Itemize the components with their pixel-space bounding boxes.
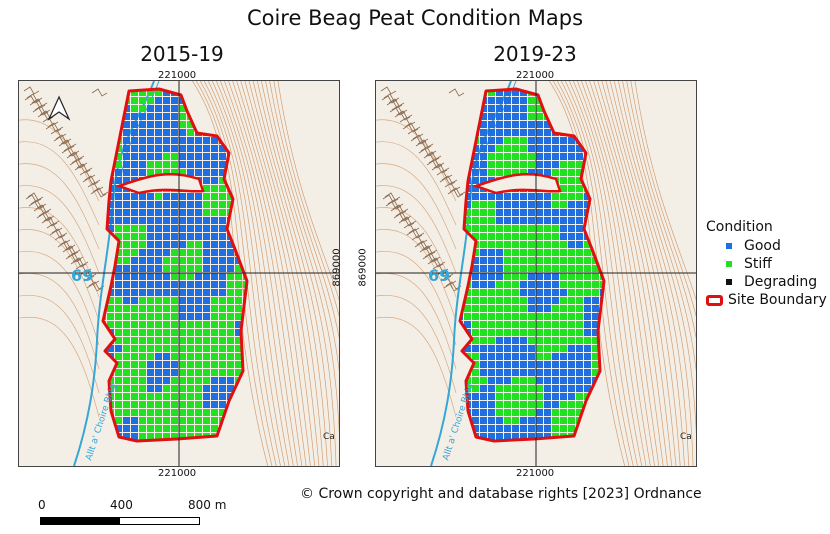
map-panel-left[interactable]: 69 Allt a' Choire Bhig Ca xyxy=(18,80,340,467)
legend-item-boundary: Site Boundary xyxy=(706,291,827,309)
grid-number-label: 69 xyxy=(71,266,93,285)
figure-title: Coire Beag Peat Condition Maps xyxy=(246,6,584,30)
copyright-notice: © Crown copyright and database rights [2… xyxy=(300,486,702,502)
legend-label-stiff: Stiff xyxy=(744,256,772,272)
north-arrow-icon xyxy=(47,95,71,121)
panel-title-left: 2015-19 xyxy=(140,42,224,66)
panel-title-right: 2019-23 xyxy=(493,42,577,66)
map-panel-right[interactable]: 69 Allt a' Choire Bhig Ca xyxy=(375,80,697,467)
coord-side-left: 869000 xyxy=(331,248,343,287)
good-swatch-icon xyxy=(726,243,732,249)
grid-number-label: 69 xyxy=(428,266,450,285)
coord-top-left: 221000 xyxy=(158,70,197,81)
legend: Condition Good Stiff Degrading Site Boun… xyxy=(706,219,827,309)
coord-top-right: 221000 xyxy=(516,70,555,81)
boundary-swatch-icon xyxy=(706,294,723,306)
edge-place-label: Ca xyxy=(323,432,335,442)
coord-bottom-left: 221000 xyxy=(158,468,197,479)
legend-title: Condition xyxy=(706,219,773,235)
scale-bar-graphic xyxy=(40,517,200,525)
coord-bottom-right: 221000 xyxy=(516,468,555,479)
legend-item-stiff: Stiff xyxy=(706,255,827,273)
scale-label-400: 400 xyxy=(110,498,133,512)
legend-label-good: Good xyxy=(744,238,781,254)
scale-label-0: 0 xyxy=(38,498,46,512)
degrading-swatch-icon xyxy=(726,279,732,285)
edge-place-label: Ca xyxy=(680,432,692,442)
legend-item-degrading: Degrading xyxy=(706,273,827,291)
legend-label-degrading: Degrading xyxy=(744,274,818,290)
legend-label-boundary: Site Boundary xyxy=(728,292,827,308)
coord-side-right: 869000 xyxy=(357,248,369,287)
scale-label-800: 800 m xyxy=(188,498,227,512)
legend-item-good: Good xyxy=(706,237,827,255)
stiff-swatch-icon xyxy=(726,261,732,267)
